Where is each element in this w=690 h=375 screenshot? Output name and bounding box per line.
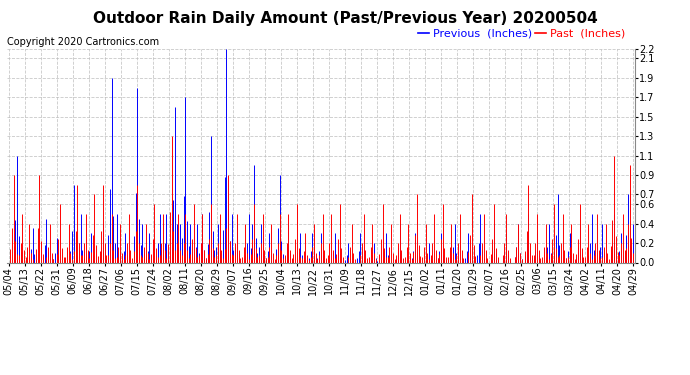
Text: Outdoor Rain Daily Amount (Past/Previous Year) 20200504: Outdoor Rain Daily Amount (Past/Previous… bbox=[92, 11, 598, 26]
Text: Copyright 2020 Cartronics.com: Copyright 2020 Cartronics.com bbox=[7, 37, 159, 46]
Legend: Previous  (Inches), Past  (Inches): Previous (Inches), Past (Inches) bbox=[414, 24, 629, 43]
